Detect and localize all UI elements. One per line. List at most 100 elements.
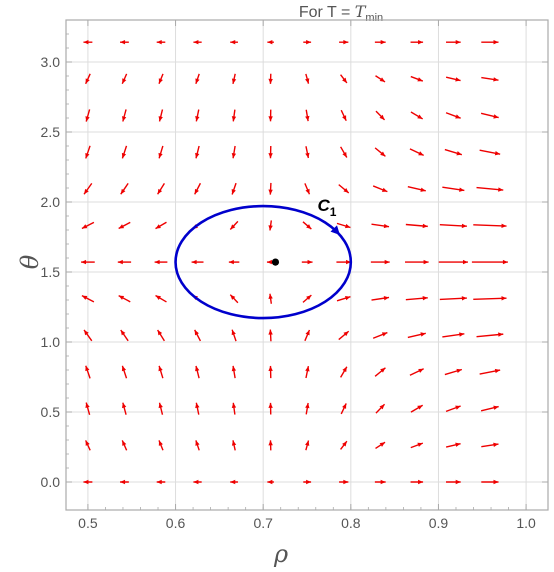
field-arrow	[268, 440, 273, 451]
field-arrow	[231, 365, 237, 379]
field-arrow	[231, 182, 237, 195]
field-arrow	[340, 146, 348, 158]
title-subscript: min	[365, 12, 383, 24]
field-arrow	[438, 259, 468, 265]
field-arrow	[476, 332, 504, 338]
field-arrow	[195, 440, 200, 451]
field-arrow	[480, 405, 499, 412]
x-axis-ticks: 0.5 0.6 0.7 0.8 0.9 1.0	[78, 20, 536, 531]
field-arrow	[305, 73, 310, 84]
field-arrow	[479, 149, 501, 156]
field-arrow	[194, 182, 202, 195]
field-arrow	[407, 186, 426, 192]
field-arrow	[155, 294, 167, 303]
field-arrow	[268, 146, 273, 159]
chart-title: For T = Tmin	[299, 2, 383, 24]
field-arrow	[121, 365, 128, 379]
field-arrow	[305, 365, 310, 379]
field-arrow	[409, 148, 424, 157]
field-arrow	[157, 182, 165, 195]
field-arrow	[304, 329, 311, 342]
x-tick-label: 1.0	[516, 515, 536, 531]
field-arrow	[305, 440, 310, 451]
field-arrow	[155, 221, 167, 230]
field-arrow	[445, 405, 461, 413]
field-arrow	[229, 220, 239, 230]
field-arrow	[375, 110, 386, 121]
x-tick-label: 0.6	[166, 515, 186, 531]
field-arrow	[193, 39, 202, 45]
field-arrow	[158, 365, 164, 379]
field-arrow	[231, 329, 237, 342]
field-arrow	[410, 479, 424, 485]
field-arrow	[336, 222, 351, 229]
field-arrow	[375, 403, 386, 414]
field-arrow	[230, 39, 238, 45]
field-arrow	[445, 442, 461, 448]
field-arrow	[375, 441, 386, 450]
field-arrow	[268, 220, 273, 231]
plot-border	[65, 19, 549, 511]
field-arrow	[446, 479, 461, 485]
field-arrow	[339, 39, 349, 45]
field-arrow	[267, 39, 274, 45]
field-arrow	[84, 440, 91, 451]
field-arrow	[301, 259, 313, 265]
field-arrow	[442, 186, 465, 192]
x-axis-label: ρ	[273, 540, 288, 568]
y-tick-label: 0.0	[41, 474, 61, 490]
field-arrow	[405, 296, 428, 301]
x-tick-label: 0.8	[341, 515, 361, 531]
field-arrow	[480, 112, 499, 119]
field-arrow	[340, 109, 347, 122]
field-arrow	[84, 73, 91, 85]
field-arrow	[338, 184, 350, 194]
title-prefix: For T =	[299, 4, 355, 21]
field-arrow	[268, 109, 273, 122]
field-arrow	[122, 109, 127, 122]
field-arrow	[305, 109, 310, 122]
y-axis-label: θ	[16, 254, 44, 269]
field-arrow	[445, 76, 461, 82]
field-arrow	[120, 182, 129, 195]
field-arrow	[374, 367, 386, 377]
field-arrow	[439, 296, 467, 301]
field-arrow	[83, 182, 93, 195]
field-arrow	[340, 440, 348, 450]
field-arrow	[305, 146, 310, 159]
field-arrow	[268, 402, 273, 415]
field-arrow	[193, 479, 202, 485]
x-tick-label: 0.9	[429, 515, 449, 531]
grid-lines	[66, 20, 548, 510]
field-arrow	[410, 75, 424, 82]
field-arrow	[371, 295, 390, 301]
field-arrow	[195, 402, 200, 415]
field-arrow	[303, 479, 312, 485]
field-arrow	[85, 365, 91, 379]
y-tick-label: 2.0	[41, 194, 61, 210]
field-arrow	[473, 296, 507, 301]
field-arrow	[374, 479, 386, 485]
field-arrow	[305, 402, 310, 415]
field-arrow	[303, 39, 312, 45]
field-arrow	[158, 402, 164, 415]
field-arrow	[121, 73, 128, 85]
field-arrow	[371, 223, 390, 229]
field-arrow	[444, 368, 463, 376]
field-arrow	[410, 111, 424, 120]
field-arrow	[191, 259, 204, 265]
field-arrow	[195, 73, 200, 85]
field-arrow	[120, 329, 129, 342]
field-arrow	[158, 109, 164, 122]
field-arrow	[336, 296, 351, 302]
y-tick-label: 0.5	[41, 404, 61, 420]
field-arrow	[473, 223, 507, 229]
field-arrow	[121, 145, 128, 159]
field-arrow	[81, 295, 95, 303]
field-arrow	[442, 332, 465, 338]
field-arrow	[268, 365, 273, 379]
field-arrow	[445, 112, 461, 119]
field-arrow	[340, 74, 348, 84]
field-arrow	[375, 75, 386, 83]
